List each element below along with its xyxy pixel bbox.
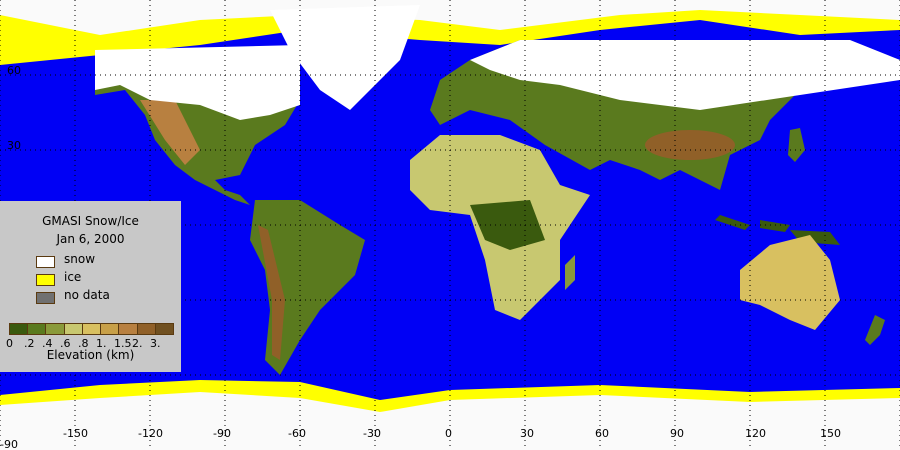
lon-label: -120: [138, 427, 163, 440]
elevation-colorbar: [9, 323, 174, 335]
lat-label-60: 60: [7, 64, 21, 77]
lon-label: 150: [820, 427, 841, 440]
corner-label: -90: [0, 438, 18, 450]
arctic-snow: [0, 0, 900, 35]
colorbar-cell: [28, 324, 47, 334]
lon-label: 30: [520, 427, 534, 440]
colorbar-label: 1.5: [114, 337, 132, 350]
lon-label: 0: [445, 427, 452, 440]
legend: GMASI Snow/Ice Jan 6, 2000 snow ice no d…: [0, 201, 181, 372]
lon-label: 90: [670, 427, 684, 440]
colorbar-cell: [119, 324, 138, 334]
colorbar-cell: [10, 324, 29, 334]
australia: [740, 235, 840, 330]
no-data-swatch: [36, 292, 55, 304]
colorbar-cell: [137, 324, 156, 334]
colorbar-label: 3.: [150, 337, 161, 350]
lon-label: -60: [288, 427, 306, 440]
legend-title: GMASI Snow/Ice: [42, 214, 139, 228]
snow-swatch: [36, 256, 55, 268]
rockies: [140, 100, 200, 165]
lon-label: -150: [63, 427, 88, 440]
colorbar-label: .2: [24, 337, 35, 350]
new-zealand: [865, 315, 885, 345]
japan: [788, 128, 805, 162]
legend-date: Jan 6, 2000: [56, 232, 125, 246]
snow-label: snow: [64, 252, 96, 266]
colorbar-label: 2.: [132, 337, 143, 350]
colorbar-label: 0: [6, 337, 13, 350]
lat-label-30: 30: [7, 139, 21, 152]
andes: [258, 225, 285, 360]
colorbar-cell: [155, 324, 173, 334]
colorbar-label: .6: [60, 337, 71, 350]
colorbar-cell: [82, 324, 102, 334]
north-america-snow: [95, 45, 300, 120]
lon-label: -90: [213, 427, 231, 440]
colorbar-cell: [46, 324, 65, 334]
no-data-label: no data: [64, 288, 110, 302]
ice-swatch: [36, 274, 55, 286]
ice-label: ice: [64, 270, 82, 284]
colorbar-label: .8: [78, 337, 89, 350]
madagascar: [565, 255, 575, 290]
lon-label: -30: [363, 427, 381, 440]
elevation-title: Elevation (km): [46, 348, 135, 362]
greenland: [270, 5, 420, 110]
tibet: [645, 130, 735, 160]
colorbar-cell: [64, 324, 83, 334]
central-africa: [470, 200, 545, 250]
lon-label: 120: [745, 427, 766, 440]
lon-label: 60: [595, 427, 609, 440]
colorbar-cell: [101, 324, 120, 334]
colorbar-label: .4: [42, 337, 53, 350]
colorbar-label: 1.: [96, 337, 107, 350]
